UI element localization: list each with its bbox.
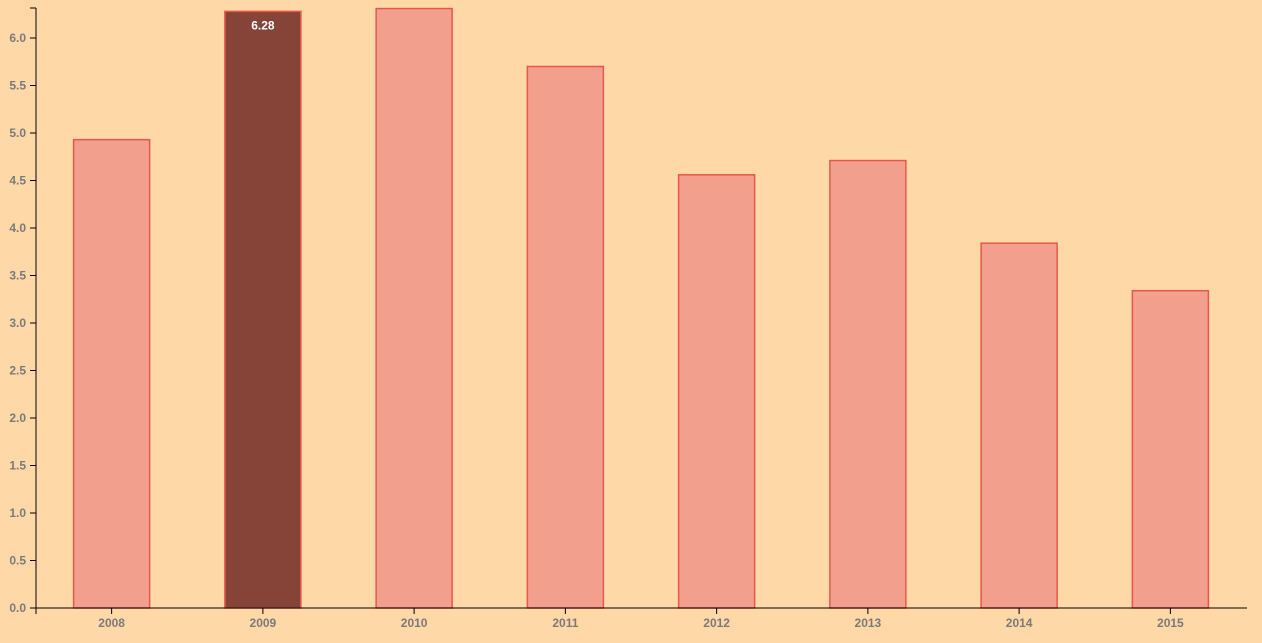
bar-2013 xyxy=(829,159,907,609)
y-tick-label-4.5: 4.5 xyxy=(9,174,26,188)
x-tick-label-2008: 2008 xyxy=(98,616,125,630)
x-tick-label-2014: 2014 xyxy=(1006,616,1033,630)
y-tick-label-6.0: 6.0 xyxy=(9,31,26,45)
y-tick-label-3.5: 3.5 xyxy=(9,269,26,283)
bar-2009 xyxy=(224,10,302,609)
y-tick-label-0.0: 0.0 xyxy=(9,601,26,615)
y-tick-label-3.0: 3.0 xyxy=(9,316,26,330)
bar-2014 xyxy=(980,242,1058,609)
x-tick-label-2012: 2012 xyxy=(703,616,730,630)
bar-2008 xyxy=(72,138,151,609)
x-tick-label-2011: 2011 xyxy=(552,616,578,630)
x-tick-label-2013: 2013 xyxy=(855,616,882,630)
bar-2011 xyxy=(526,65,605,609)
y-tick-label-2.5: 2.5 xyxy=(9,364,26,378)
bar-2015 xyxy=(1131,289,1210,609)
x-tick-label-2009: 2009 xyxy=(250,616,277,630)
data-label-2009: 6.28 xyxy=(251,18,275,32)
y-tick-label-5.0: 5.0 xyxy=(9,126,26,140)
bar-2012 xyxy=(677,174,756,609)
y-tick-label-5.5: 5.5 xyxy=(9,79,26,93)
y-tick-label-1.5: 1.5 xyxy=(9,459,26,473)
y-tick-label-4.0: 4.0 xyxy=(9,221,26,235)
x-tick-label-2010: 2010 xyxy=(401,616,428,630)
y-tick-label-0.5: 0.5 xyxy=(9,554,26,568)
bar-2010 xyxy=(375,7,453,609)
y-tick-label-1.0: 1.0 xyxy=(9,506,26,520)
x-tick-label-2015: 2015 xyxy=(1157,616,1184,630)
y-tick-label-2.0: 2.0 xyxy=(9,411,26,425)
